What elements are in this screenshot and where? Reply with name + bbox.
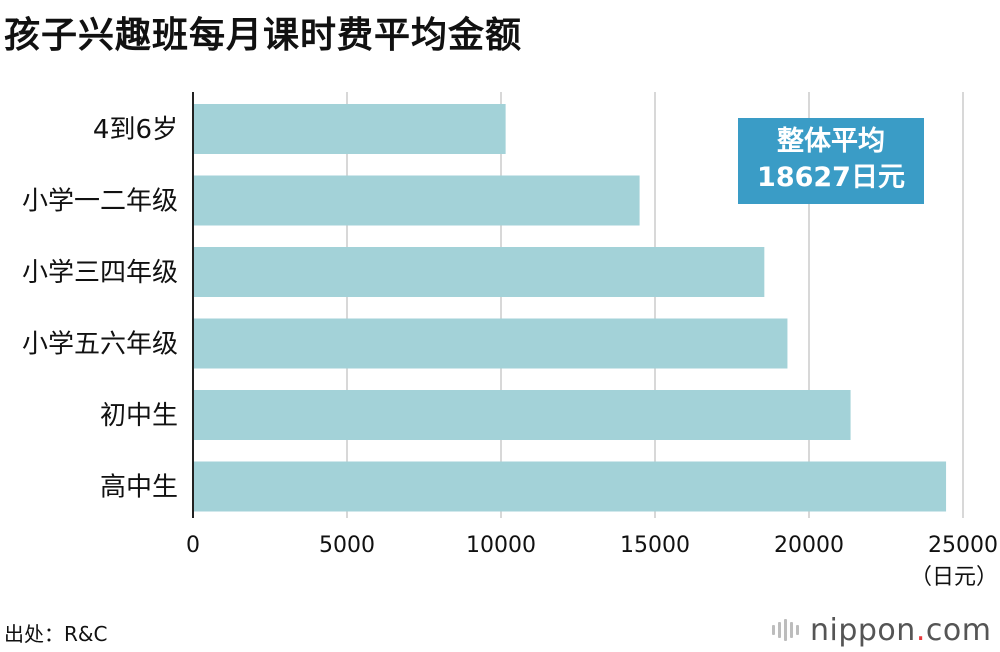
bar: [194, 318, 788, 369]
average-label: 整体平均: [777, 126, 885, 157]
category-label: 初中生: [100, 401, 178, 431]
category-label: 小学五六年级: [22, 330, 178, 360]
category-label: 高中生: [100, 473, 178, 503]
x-tick-label: 20000: [774, 533, 844, 558]
category-label: 小学一二年级: [22, 187, 178, 217]
bar: [194, 175, 640, 226]
logo-name: nippon: [810, 612, 916, 648]
logo-suffix: com: [925, 612, 992, 648]
category-label: 4到6岁: [93, 115, 178, 145]
bars: [194, 104, 947, 512]
bar: [194, 461, 947, 512]
x-tick-label: 25000: [928, 533, 998, 558]
bar: [194, 247, 765, 297]
logo-bars-icon: [772, 619, 802, 641]
category-label: 小学三四年级: [22, 258, 178, 288]
overall-average-box: 整体平均 18627日元: [738, 118, 924, 204]
logo-dot: .: [915, 612, 926, 648]
chart-title: 孩子兴趣班每月课时费平均金额: [4, 15, 523, 56]
x-tick-label: 15000: [620, 533, 690, 558]
bar: [194, 390, 851, 440]
x-tick-label: 10000: [466, 533, 536, 558]
x-axis-unit: （日元）: [910, 565, 998, 590]
x-tick-labels: 0 5000 10000 15000 20000 25000: [186, 533, 998, 558]
x-tick-label: 0: [186, 533, 200, 558]
average-value: 18627日元: [757, 162, 905, 193]
source-note: 出处：R&C: [4, 622, 108, 646]
bar: [194, 104, 506, 154]
x-tick-label: 5000: [319, 533, 375, 558]
nippon-logo: nippon.com: [772, 612, 991, 648]
